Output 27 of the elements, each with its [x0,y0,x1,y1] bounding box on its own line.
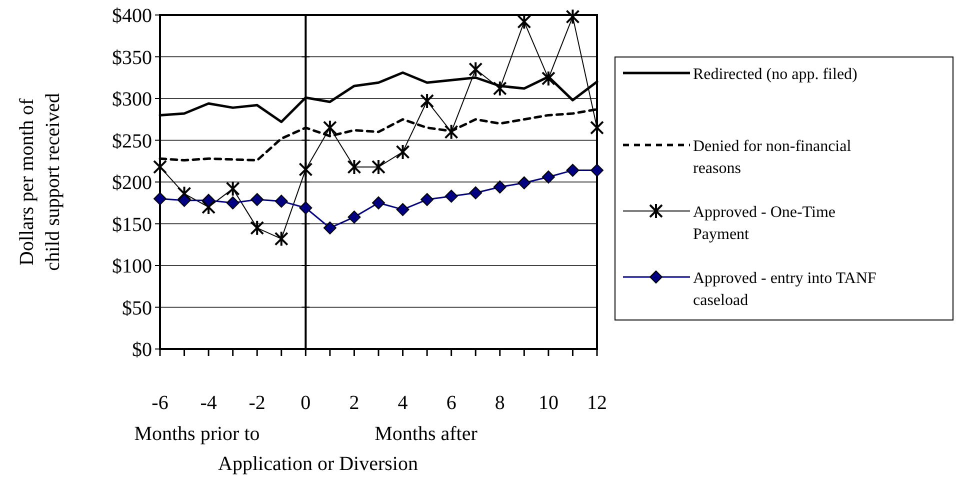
y-axis-title: Dollars per month of child support received [16,93,64,271]
x-tick-label: 4 [398,392,408,414]
y-tick-label: $400 [112,5,152,27]
x-tick-label: 12 [587,392,607,414]
x-tick-label: -4 [200,392,217,414]
x-tick-label: 10 [538,392,558,414]
legend-label: Approved - entry into TANF caseload [693,270,876,309]
legend-label: Redirected (no app. filed) [693,66,858,83]
x-tick-label: 8 [494,392,505,414]
y-tick-label: $50 [122,297,152,320]
y-tick-label: $150 [112,214,152,236]
legend-label: Denied for non-financial reasons [693,138,852,177]
x-axis-title: Application or Diversion [218,453,418,475]
y-tick-label: $200 [112,172,152,194]
x-tick-label: 2 [349,392,360,414]
y-tick-label: $300 [112,88,152,110]
text: Months after [374,423,478,445]
x-tick-label: 6 [446,392,456,414]
y-tick-label: $100 [112,256,152,278]
x-tick-label: -6 [152,392,168,414]
y-tick-label: $350 [112,46,152,69]
x-tick-label: 0 [300,392,311,414]
text: Months prior to [134,423,260,445]
legend-label: Approved - One-Time Payment [693,204,836,243]
x-tick-label: -2 [248,392,266,414]
y-tick-label: $250 [112,130,152,152]
y-tick-label: $0 [132,339,152,361]
